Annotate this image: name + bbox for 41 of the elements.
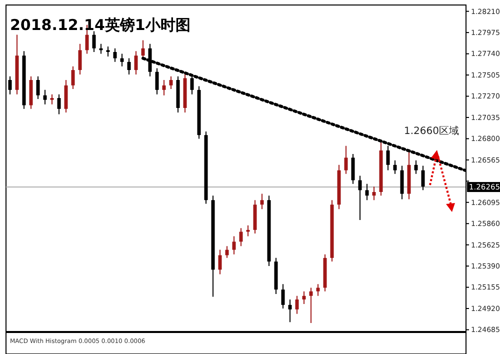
candlestick (141, 40, 145, 60)
candlestick (57, 94, 61, 115)
candlestick (414, 160, 418, 174)
candlestick (393, 160, 397, 174)
candlestick (288, 298, 292, 323)
candlestick (169, 76, 173, 90)
candlestick (155, 68, 159, 95)
candlestick (358, 175, 362, 220)
candlestick (190, 74, 194, 95)
candlestick (36, 76, 40, 100)
candlestick (421, 165, 425, 191)
candlestick (295, 295, 299, 314)
annotation: 1.2660区域 (404, 125, 459, 137)
candlestick (127, 58, 131, 76)
candlestick (92, 30, 96, 52)
candlestick (400, 165, 404, 200)
candlestick (309, 287, 313, 324)
candlestick (316, 284, 320, 296)
text: 2018.12.14英镑1小时图 (10, 16, 190, 34)
candlestick (134, 50, 138, 76)
candlestick (218, 249, 222, 275)
candlestick (113, 48, 117, 62)
candlestick (8, 76, 12, 95)
candlestick (260, 193, 264, 210)
candlestick (43, 89, 47, 105)
candlestick (365, 183, 369, 201)
candlestick (106, 46, 110, 57)
candlestick (302, 290, 306, 304)
candlestick (120, 53, 124, 67)
candlestick (225, 246, 229, 258)
candlestick (78, 43, 82, 76)
candlestick (71, 66, 75, 90)
candlestick (162, 79, 166, 96)
candlestick (232, 236, 236, 255)
candlestick (64, 79, 68, 113)
candlestick (351, 154, 355, 184)
candlestick (50, 94, 54, 105)
candlestick (281, 284, 285, 310)
candlestick (239, 228, 243, 247)
candlestick (372, 186, 376, 201)
candlestick (344, 145, 348, 174)
